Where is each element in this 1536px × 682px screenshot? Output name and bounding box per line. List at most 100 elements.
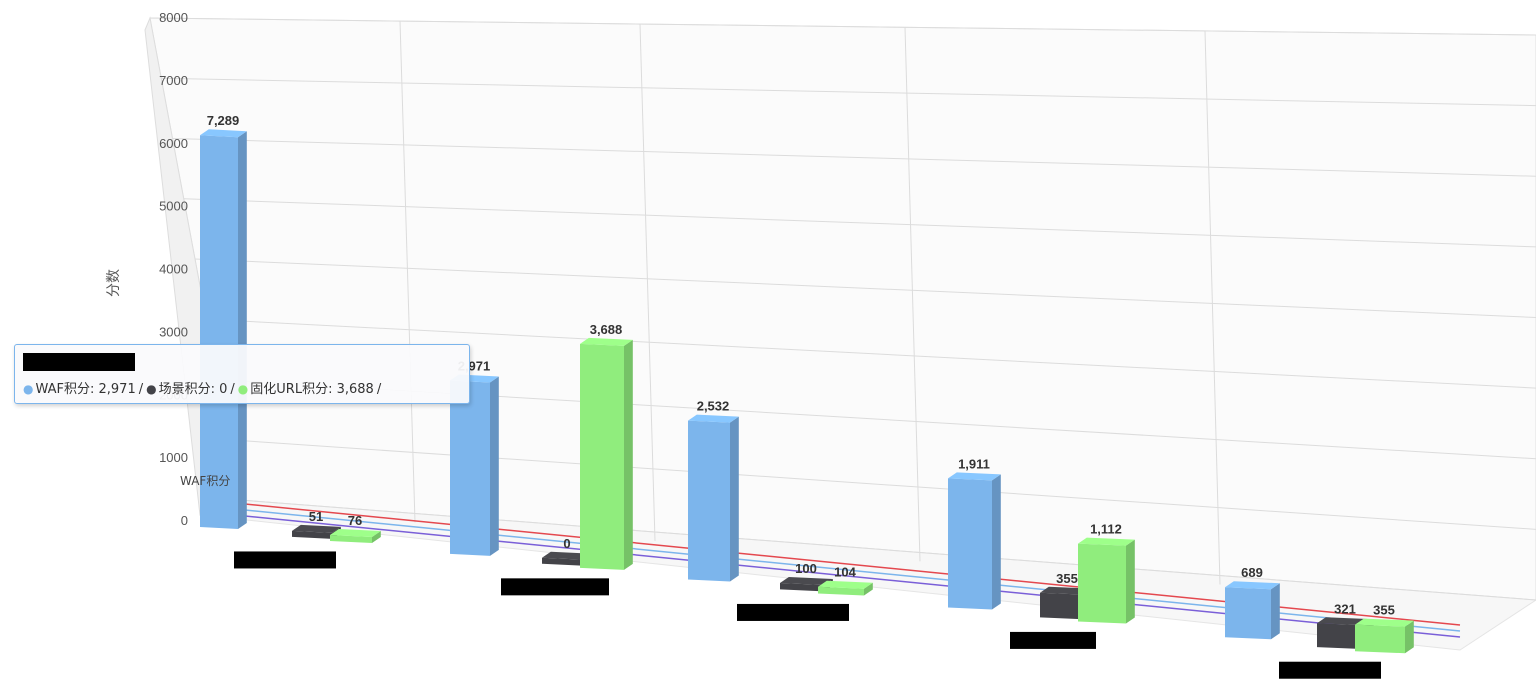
bar[interactable] [818, 580, 873, 596]
data-label: 7,289 [207, 113, 240, 128]
bar-front [1355, 624, 1405, 654]
bar-side [864, 582, 873, 596]
bar-side [624, 339, 633, 570]
tooltip-waf-value: WAF积分: 2,971 [35, 382, 136, 397]
tooltip-dot-url: ● [237, 382, 249, 396]
data-label: 51 [309, 509, 323, 524]
bar-front [1040, 592, 1086, 620]
bar[interactable] [200, 129, 247, 529]
x-axis-category-labels [234, 551, 1381, 679]
bar-side [1405, 620, 1414, 654]
bar-front [688, 420, 730, 582]
bar-side [490, 376, 499, 556]
bar-front [580, 343, 624, 570]
bar-front [542, 557, 584, 566]
bars[interactable] [200, 129, 1414, 654]
grid-line-vertical [399, 21, 416, 523]
data-label: 321 [1334, 601, 1356, 616]
bar[interactable] [450, 374, 499, 556]
grid-line [194, 258, 1536, 318]
bar-side [992, 474, 1001, 610]
bar-side [1126, 539, 1135, 624]
tooltip-scene-value: 场景积分: 0 [158, 382, 228, 397]
bar[interactable] [948, 472, 1001, 610]
tooltip-url-value: 固化URL积分: 3,688 [250, 382, 374, 397]
y-axis-ticks: 010002000300040005000600070008000 [159, 10, 188, 528]
bar-top [330, 528, 381, 537]
tooltip-separator: / [230, 382, 235, 397]
tooltip-dot-waf: ● [23, 382, 34, 396]
tooltip-row: ● WAF积分: 2,971/● 场景积分: 0/● 固化URL积分: 3,688/ [23, 380, 461, 399]
bar-top [1355, 618, 1414, 627]
bar-top [580, 337, 633, 346]
bar[interactable] [1078, 537, 1135, 624]
bar-front [780, 582, 824, 592]
bar[interactable] [1225, 581, 1280, 640]
data-label: 2,532 [697, 399, 730, 414]
bar[interactable] [580, 337, 633, 570]
bar[interactable] [330, 528, 381, 543]
data-label: 3,688 [590, 322, 623, 337]
bar-front [1078, 543, 1126, 624]
data-label: 689 [1241, 565, 1263, 580]
grid-line-vertical [1204, 30, 1221, 585]
data-label: 1,112 [1090, 522, 1122, 537]
bar-front [330, 534, 372, 543]
bar-front [818, 586, 864, 596]
bar-front [292, 530, 332, 539]
tooltip-title-redacted [23, 353, 135, 371]
grid-line [228, 439, 1536, 530]
series-name-tag: WAF积分 [180, 474, 230, 488]
bar[interactable] [1355, 618, 1414, 654]
y-tick-label: 1000 [159, 450, 188, 465]
data-label: 355 [1056, 571, 1078, 586]
bar-top [818, 580, 873, 589]
bar-top [688, 414, 739, 423]
y-tick-label: 3000 [159, 324, 188, 339]
bar-front [1317, 623, 1365, 650]
bar-top [292, 524, 341, 533]
tooltip-separator: / [138, 382, 144, 397]
bar[interactable] [780, 576, 833, 592]
y-tick-label: 6000 [159, 136, 188, 151]
tooltip: ● WAF积分: 2,971/● 场景积分: 0/● 固化URL积分: 3,688/ [14, 344, 470, 404]
bar-front [1225, 587, 1271, 640]
plot-walls [144, 16, 1536, 651]
y-tick-label: 8000 [159, 10, 188, 25]
data-label: 104 [834, 565, 856, 580]
data-label: 0 [563, 536, 570, 551]
y-tick-label: 0 [181, 513, 188, 528]
bar-top [1078, 537, 1135, 546]
grid-line-vertical [904, 27, 921, 562]
bar-front [200, 135, 238, 529]
bar-top [948, 472, 1001, 481]
bar-top [1225, 581, 1280, 590]
bar-side [372, 530, 381, 543]
bar[interactable] [688, 414, 739, 582]
y-tick-label: 5000 [159, 199, 188, 214]
bar-top [200, 129, 247, 138]
tooltip-separator: / [376, 382, 382, 397]
grid-line [206, 318, 1536, 389]
bar-top [780, 576, 833, 585]
category-label-redacted [737, 603, 849, 621]
grid-line [172, 138, 1536, 177]
bar-side [238, 131, 247, 529]
y-tick-label: 4000 [159, 262, 188, 277]
data-label: 1,911 [958, 456, 990, 471]
grid-line-vertical [639, 23, 656, 541]
grid-line [149, 17, 1536, 36]
y-tick-label: 7000 [159, 73, 188, 88]
bar-front [948, 478, 992, 610]
tooltip-dot-scene: ● [146, 382, 157, 396]
grid-line [161, 77, 1536, 107]
bar-side [730, 416, 739, 582]
bar-front [450, 380, 490, 556]
data-label: 355 [1373, 603, 1395, 618]
y-axis-title: 分数 [106, 269, 122, 297]
data-label: 76 [348, 513, 362, 528]
category-label-redacted [1279, 661, 1381, 679]
